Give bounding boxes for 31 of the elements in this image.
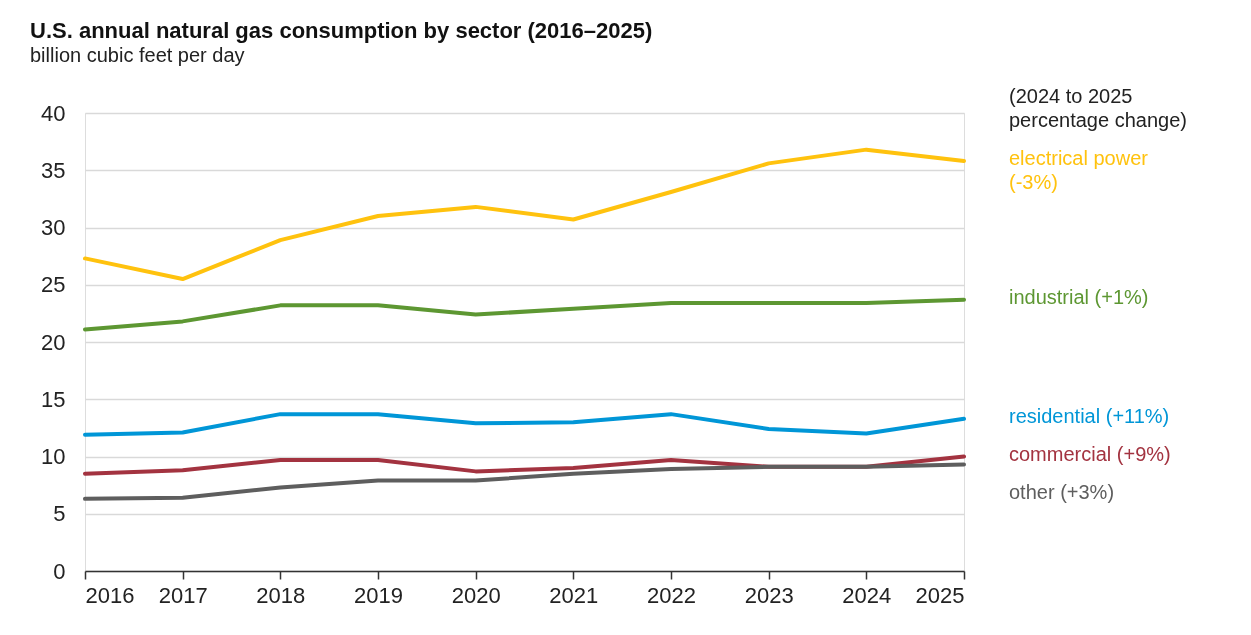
y-tick-label: 30 bbox=[41, 215, 66, 240]
line-series bbox=[83, 147, 966, 282]
x-tick-label: 2021 bbox=[549, 582, 599, 608]
y-tick-label: 0 bbox=[53, 558, 66, 584]
x-tick-label: 2025 bbox=[915, 582, 965, 608]
text: (2024 to 2025 percentage change) bbox=[1009, 85, 1187, 131]
x-tick-label: 2023 bbox=[744, 582, 794, 608]
y-tick-label: 20 bbox=[41, 329, 66, 355]
x-tick-label: 2018 bbox=[256, 582, 306, 608]
chart-title: U.S. annual natural gas consumption by sector (2016–2025) bbox=[30, 18, 653, 43]
y-tick-label: 5 bbox=[53, 501, 66, 527]
text: industrial (+1%) bbox=[1009, 285, 1149, 308]
y-tick-label: 35 bbox=[41, 157, 66, 183]
text: electrical power (-3%) bbox=[1009, 147, 1149, 194]
y-tick-label: 25 bbox=[41, 272, 66, 298]
line-series bbox=[83, 462, 966, 501]
line-series bbox=[83, 412, 966, 437]
x-tick-label: 2022 bbox=[647, 582, 696, 608]
line-series bbox=[83, 297, 966, 332]
text: other (+3%) bbox=[1009, 480, 1115, 503]
x-tick-label: 2019 bbox=[354, 582, 403, 608]
y-tick-label: 10 bbox=[41, 444, 66, 469]
y-tick-label: 15 bbox=[41, 386, 66, 412]
x-tick-label: 2024 bbox=[842, 582, 892, 608]
text: residential (+11%) bbox=[1009, 404, 1170, 427]
chart-subtitle: billion cubic feet per day bbox=[30, 44, 245, 66]
x-tick-label: 2016 bbox=[85, 582, 135, 608]
x-tick-label: 2020 bbox=[451, 582, 501, 608]
x-tick-label: 2017 bbox=[158, 582, 208, 608]
text: commercial (+9%) bbox=[1009, 442, 1171, 465]
y-tick-label: 40 bbox=[41, 100, 66, 126]
